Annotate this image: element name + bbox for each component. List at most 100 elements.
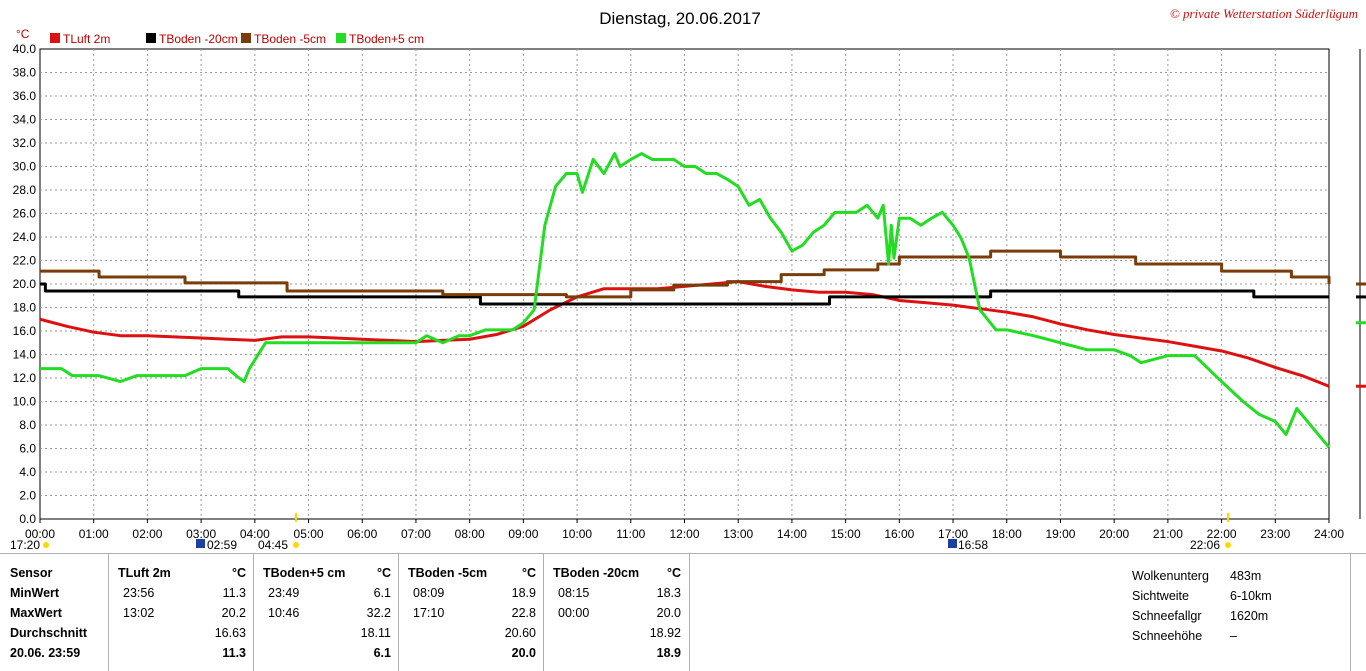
max-value: 20.0	[656, 606, 681, 620]
sun-icon	[43, 542, 49, 548]
min-value: 6.1	[373, 586, 391, 600]
unit-label: °C	[231, 566, 246, 580]
event-markers: 17:20 02:59 04:45 16:58 22:06	[10, 513, 1231, 552]
unit-label: °C	[376, 566, 391, 580]
x-tick-label: 14:00	[777, 527, 807, 541]
grid	[39, 48, 1361, 523]
avg-value: 20.60	[504, 626, 536, 640]
unit-label: °C	[521, 566, 536, 580]
y-tick-label: 2.0	[19, 489, 36, 503]
x-tick-label: 07:00	[401, 527, 431, 541]
y-axis-unit: °C	[16, 27, 30, 41]
x-tick-label: 04:00	[240, 527, 270, 541]
sunrise-label: 04:45	[258, 538, 288, 552]
y-tick-label: 10.0	[13, 395, 37, 409]
x-tick-label: 19:00	[1045, 527, 1075, 541]
copyright-text: © private Wetterstation Süderlügum	[1170, 6, 1358, 21]
y-tick-label: 34.0	[13, 113, 37, 127]
legend-swatch	[146, 33, 156, 43]
legend-label: TBoden -5cm	[254, 32, 326, 46]
sunset-label: 22:06	[1190, 538, 1220, 552]
min-time: 23:56	[123, 586, 155, 600]
y-tick-label: 6.0	[19, 442, 36, 456]
visibility-label: Sichtweite	[1132, 589, 1189, 603]
temperature-chart: Dienstag, 20.06.2017 © private Wettersta…	[10, 6, 1366, 552]
marker-left-label: 17:20	[10, 538, 40, 552]
y-tick-label: 22.0	[13, 254, 37, 268]
current-label: 20.06. 23:59	[10, 646, 81, 660]
x-tick-label: 12:00	[669, 527, 699, 541]
y-tick-label: 30.0	[13, 160, 37, 174]
legend-label: TBoden+5 cm	[349, 32, 424, 46]
y-tick-label: 26.0	[13, 207, 37, 221]
stats-column-tboden-5: TBoden -5cm °C 08:09 18.9 17:10 22.8 20.60 …	[398, 554, 544, 671]
x-tick-label: 08:00	[455, 527, 485, 541]
snow-depth-label: Schneehöhe	[1132, 629, 1203, 643]
x-tick-label: 11:00	[616, 527, 645, 541]
stats-column-tboden-20: TBoden -20cm °C 08:15 18.3 00:00 20.0 18.92…	[543, 554, 690, 671]
column-title: TBoden -5cm	[408, 566, 488, 580]
current-value: 20.0	[511, 646, 536, 660]
y-tick-label: 18.0	[13, 301, 37, 315]
y-tick-label: 20.0	[13, 277, 37, 291]
x-tick-label: 22:00	[1207, 527, 1237, 541]
x-tick-label: 05:00	[294, 527, 324, 541]
series-line-1	[40, 282, 1329, 306]
max-value: 32.2	[366, 606, 391, 620]
series-line-3	[40, 152, 1331, 449]
moon-b-label: 16:58	[958, 538, 988, 552]
visibility-value: 6-10km	[1230, 589, 1272, 603]
cloud-base-label: Wolkenunterg	[1132, 569, 1209, 583]
stats-column-tluft: TLuft 2m °C 23:56 11.3 13:02 20.2 16.63 11.…	[108, 554, 254, 671]
min-time: 23:49	[268, 586, 300, 600]
stats-column-tboden-plus5: TBoden+5 cm °C 23:49 6.1 10:46 32.2 18.11 6…	[253, 554, 399, 671]
x-axis-ticks: 00:00 01:00 02:00 03:00 04:00 05:00 06:00 07:00…	[25, 527, 1344, 541]
avg-value: 18.11	[360, 626, 391, 640]
y-tick-label: 32.0	[13, 136, 37, 150]
y-tick-label: 4.0	[19, 465, 36, 479]
legend-label: TBoden -20cm	[159, 32, 238, 46]
x-tick-label: 21:00	[1153, 527, 1183, 541]
y-tick-label: 0.0	[19, 512, 36, 526]
weather-info: Wolkenunterg 483m Sichtweite 6-10km Schnee…	[1132, 566, 1332, 646]
sunrise-icon	[293, 542, 299, 548]
x-tick-label: 23:00	[1260, 527, 1290, 541]
y-tick-label: 14.0	[13, 348, 37, 362]
x-tick-label: 02:00	[132, 527, 162, 541]
stats-label-column: Sensor MinWert MaxWert Durchschnitt 20.0…	[0, 554, 108, 671]
x-tick-label: 20:00	[1099, 527, 1129, 541]
x-tick-label: 18:00	[992, 527, 1022, 541]
max-time: 17:10	[413, 606, 445, 620]
avg-value: 16.63	[214, 626, 246, 640]
y-tick-label: 38.0	[13, 66, 37, 80]
max-time: 00:00	[558, 606, 590, 620]
y-tick-label: 8.0	[19, 418, 36, 432]
min-value: 11.3	[222, 586, 246, 600]
unit-label: °C	[666, 566, 681, 580]
y-tick-label: 24.0	[13, 230, 37, 244]
current-value: 6.1	[373, 646, 391, 660]
y-tick-label: 12.0	[13, 371, 37, 385]
y-tick-label: 36.0	[13, 89, 37, 103]
cloud-base-value: 483m	[1230, 569, 1262, 583]
legend-swatch	[241, 33, 251, 43]
min-label: MinWert	[10, 586, 60, 600]
x-tick-label: 03:00	[186, 527, 216, 541]
column-title: TBoden+5 cm	[263, 566, 346, 580]
statistics-panel: Sensor MinWert MaxWert Durchschnitt 20.0…	[0, 553, 1366, 671]
current-value: 11.3	[222, 646, 246, 660]
sensor-header: Sensor	[10, 566, 53, 580]
max-label: MaxWert	[10, 606, 62, 620]
y-axis-ticks: 0.0 2.0 4.0 6.0 8.0 10.0 12.0 14.0 16.0 18.0 20.0 2…	[13, 42, 37, 526]
x-tick-label: 24:00	[1314, 527, 1344, 541]
snowfall-limit-label: Schneefallgr	[1132, 609, 1202, 623]
legend: TLuft 2m TBoden -20cm TBoden -5cm TBoden+5 …	[50, 32, 424, 46]
column-title: TLuft 2m	[118, 566, 171, 580]
x-tick-label: 13:00	[723, 527, 753, 541]
min-value: 18.9	[511, 586, 536, 600]
moon-a-label: 02:59	[207, 538, 237, 552]
current-value: 18.9	[656, 646, 681, 660]
panel-divider	[1350, 554, 1351, 671]
sunset-icon	[1225, 542, 1231, 548]
y-tick-label: 16.0	[13, 324, 37, 338]
